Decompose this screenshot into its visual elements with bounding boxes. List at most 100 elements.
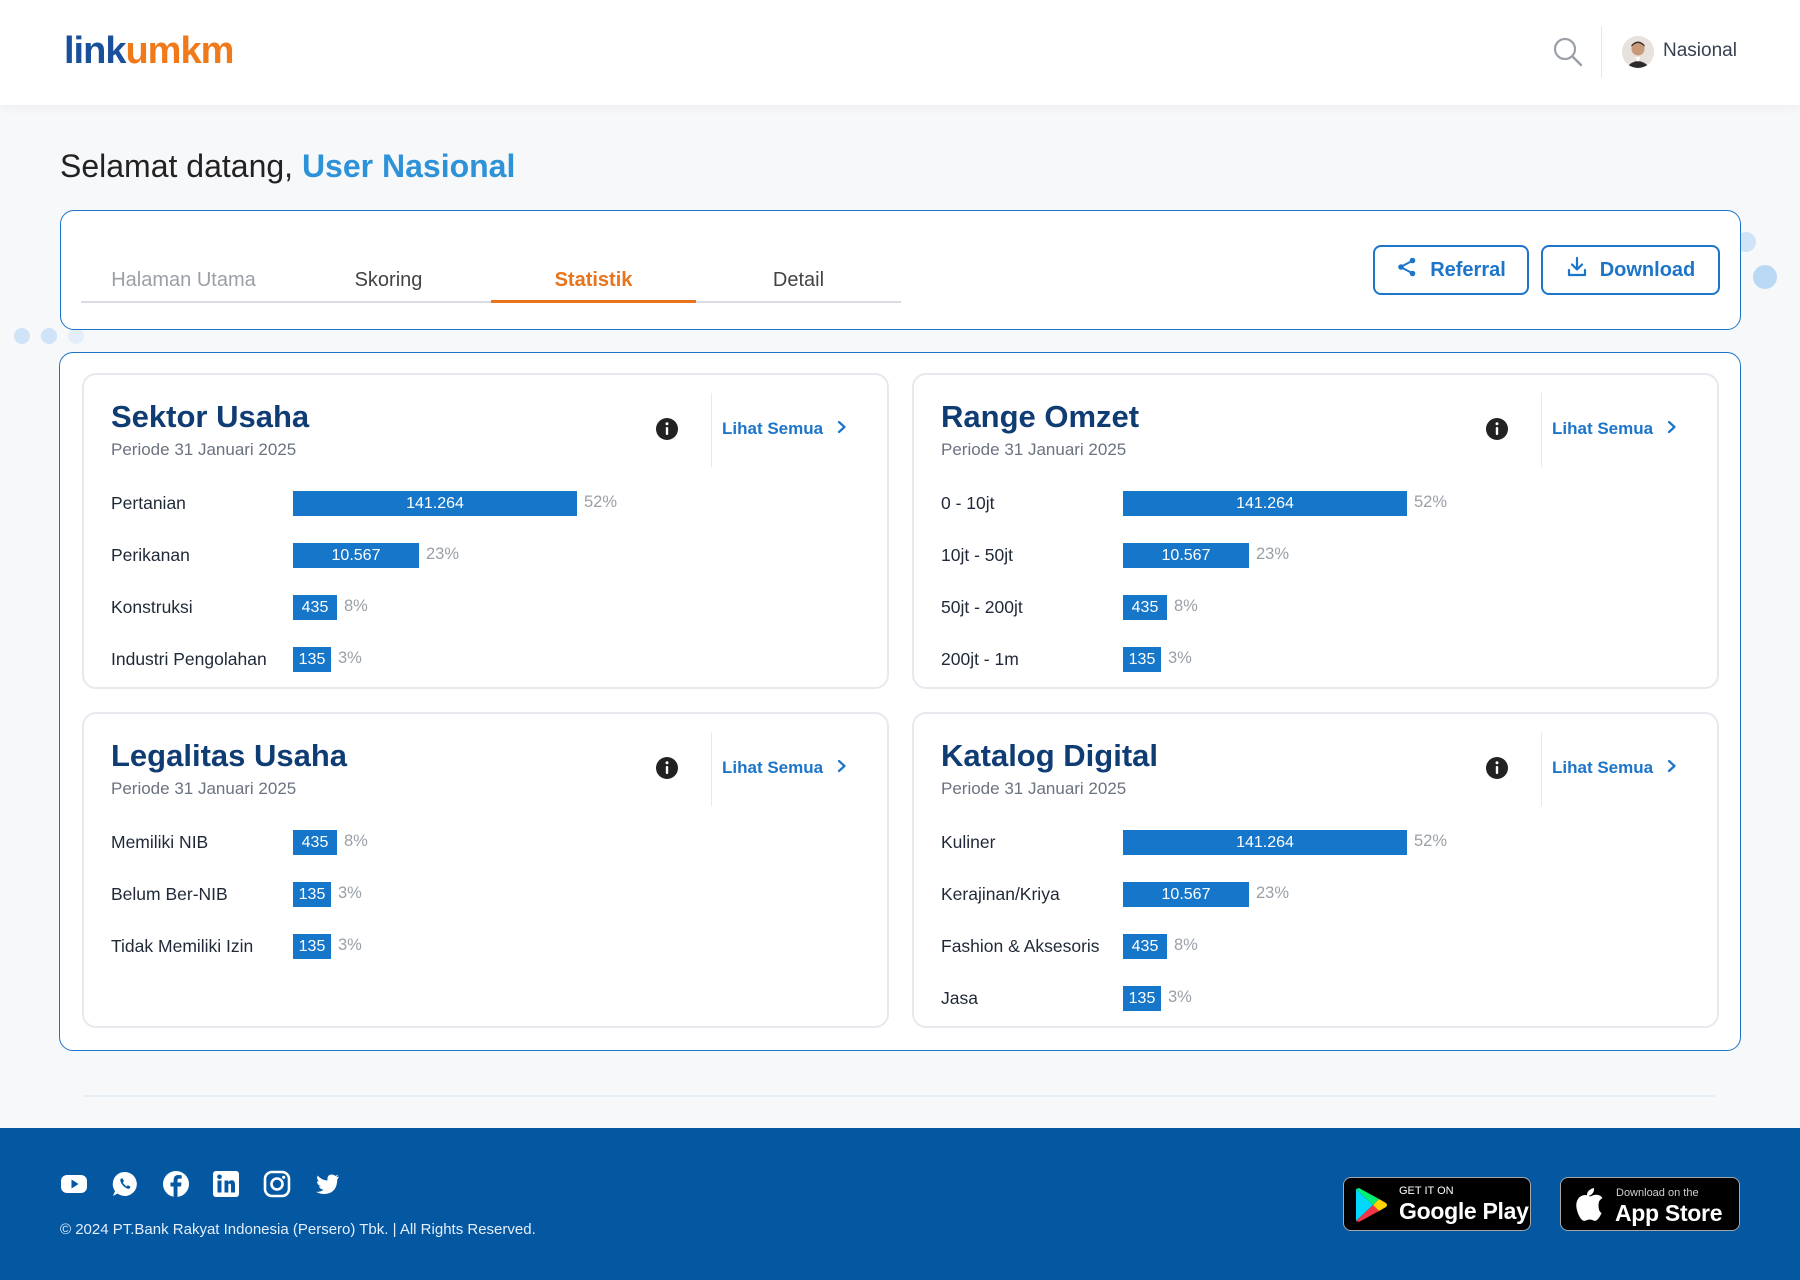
row-label: Jasa — [941, 988, 978, 1008]
row-label: Kerajinan/Kriya — [941, 884, 1060, 904]
stat-row: Jasa 135 3% — [941, 984, 1701, 1014]
see-all-link[interactable]: Lihat Semua — [722, 758, 847, 778]
decorative-dot — [41, 328, 57, 344]
value-bar: 435 — [1123, 595, 1167, 620]
app-store-big-text: App Store — [1615, 1200, 1723, 1226]
percent-label: 8% — [344, 832, 368, 850]
info-icon[interactable] — [1485, 417, 1509, 441]
welcome-user-name: User Nasional — [301, 148, 516, 184]
user-name-label[interactable]: Nasional — [1663, 40, 1737, 61]
card-divider — [1541, 393, 1542, 467]
decorative-dot — [1753, 265, 1777, 289]
tabs-panel: Halaman Utama Skoring Statistik Detail R… — [60, 210, 1741, 330]
row-label: 0 - 10jt — [941, 493, 995, 513]
stat-row: Perikanan 10.567 23% — [111, 541, 871, 571]
see-all-label: Lihat Semua — [722, 419, 824, 438]
chevron-right-icon — [837, 758, 847, 778]
percent-label: 3% — [338, 649, 362, 667]
row-label: Industri Pengolahan — [111, 649, 267, 669]
stat-row: 50jt - 200jt 435 8% — [941, 593, 1701, 623]
footer: © 2024 PT.Bank Rakyat Indonesia (Persero… — [0, 1128, 1800, 1280]
value-bar: 10.567 — [1123, 882, 1249, 907]
stat-row: Industri Pengolahan 135 3% — [111, 645, 871, 675]
decorative-dot — [14, 328, 30, 344]
value-bar: 141.264 — [1123, 830, 1407, 855]
row-label: Belum Ber-NIB — [111, 884, 228, 904]
app-store-badge[interactable]: Download on the App Store — [1560, 1177, 1740, 1231]
chevron-right-icon — [837, 419, 847, 439]
stat-row: 0 - 10jt 141.264 52% — [941, 489, 1701, 519]
row-label: Kuliner — [941, 832, 996, 852]
chevron-right-icon — [1667, 758, 1677, 778]
percent-label: 23% — [1256, 545, 1290, 563]
value-bar: 10.567 — [293, 543, 419, 568]
twitter-icon[interactable] — [313, 1170, 341, 1198]
row-label: Pertanian — [111, 493, 186, 513]
percent-label: 52% — [1414, 493, 1448, 511]
google-play-badge[interactable]: GET IT ON Google Play — [1343, 1177, 1531, 1231]
card-period: Periode 31 Januari 2025 — [941, 440, 1127, 459]
stat-row: Memiliki NIB 435 8% — [111, 828, 871, 858]
row-label: Memiliki NIB — [111, 832, 209, 852]
app-store-small-text: Download on the — [1616, 1187, 1699, 1199]
see-all-link[interactable]: Lihat Semua — [1552, 419, 1677, 439]
stat-row: Fashion & Aksesoris 435 8% — [941, 932, 1701, 962]
download-button[interactable]: Download — [1541, 245, 1720, 295]
whatsapp-icon[interactable] — [111, 1170, 139, 1198]
google-play-big-text: Google Play — [1399, 1198, 1529, 1224]
stat-row: Tidak Memiliki Izin 135 3% — [111, 932, 871, 962]
instagram-icon[interactable] — [263, 1170, 291, 1198]
tab-detail[interactable]: Detail — [696, 253, 901, 303]
share-icon — [1396, 256, 1418, 284]
value-bar: 141.264 — [293, 491, 577, 516]
row-label: 200jt - 1m — [941, 649, 1019, 669]
top-navbar: linkumkm Nasional — [0, 0, 1800, 105]
card-divider — [711, 732, 712, 806]
google-play-icon — [1354, 1187, 1388, 1228]
apple-icon — [1574, 1187, 1604, 1226]
linkedin-icon[interactable] — [212, 1170, 240, 1198]
percent-label: 23% — [1256, 884, 1290, 902]
info-icon[interactable] — [1485, 756, 1509, 780]
info-icon[interactable] — [655, 417, 679, 441]
percent-label: 52% — [1414, 832, 1448, 850]
decorative-dot — [1736, 232, 1756, 252]
card-period: Periode 31 Januari 2025 — [111, 440, 297, 459]
percent-label: 3% — [338, 936, 362, 954]
info-icon[interactable] — [655, 756, 679, 780]
card-period: Periode 31 Januari 2025 — [111, 779, 297, 798]
card-title: Sektor Usaha — [111, 399, 310, 434]
stat-row: Konstruksi 435 8% — [111, 593, 871, 623]
value-bar: 435 — [1123, 934, 1167, 959]
percent-label: 8% — [1174, 936, 1198, 954]
referral-button[interactable]: Referral — [1373, 245, 1529, 295]
value-bar: 10.567 — [1123, 543, 1249, 568]
chevron-right-icon — [1667, 419, 1677, 439]
card-divider — [711, 393, 712, 467]
decorative-dot — [68, 328, 84, 344]
linkumkm-logo[interactable]: linkumkm — [64, 30, 234, 72]
tab-halaman-utama[interactable]: Halaman Utama — [81, 253, 286, 303]
card-divider — [1541, 732, 1542, 806]
see-all-label: Lihat Semua — [722, 758, 824, 777]
percent-label: 3% — [338, 884, 362, 902]
percent-label: 3% — [1168, 988, 1192, 1006]
row-label: Perikanan — [111, 545, 190, 565]
value-bar: 135 — [1123, 986, 1161, 1011]
see-all-link[interactable]: Lihat Semua — [722, 419, 847, 439]
stat-card-sektor-usaha: Sektor Usaha Periode 31 Januari 2025 Lihat… — [82, 373, 889, 689]
tab-statistik[interactable]: Statistik — [491, 253, 696, 303]
see-all-link[interactable]: Lihat Semua — [1552, 758, 1677, 778]
row-label: Fashion & Aksesoris — [941, 936, 1100, 956]
card-title: Legalitas Usaha — [111, 738, 348, 773]
download-label: Download — [1599, 258, 1696, 281]
user-avatar[interactable] — [1622, 36, 1654, 68]
facebook-icon[interactable] — [162, 1170, 190, 1198]
search-icon[interactable] — [1550, 34, 1586, 70]
youtube-icon[interactable] — [60, 1170, 88, 1198]
value-bar: 135 — [1123, 647, 1161, 672]
tab-skoring[interactable]: Skoring — [286, 253, 491, 303]
welcome-heading: Selamat datang, User Nasional — [60, 148, 515, 185]
stat-row: Kuliner 141.264 52% — [941, 828, 1701, 858]
value-bar: 141.264 — [1123, 491, 1407, 516]
